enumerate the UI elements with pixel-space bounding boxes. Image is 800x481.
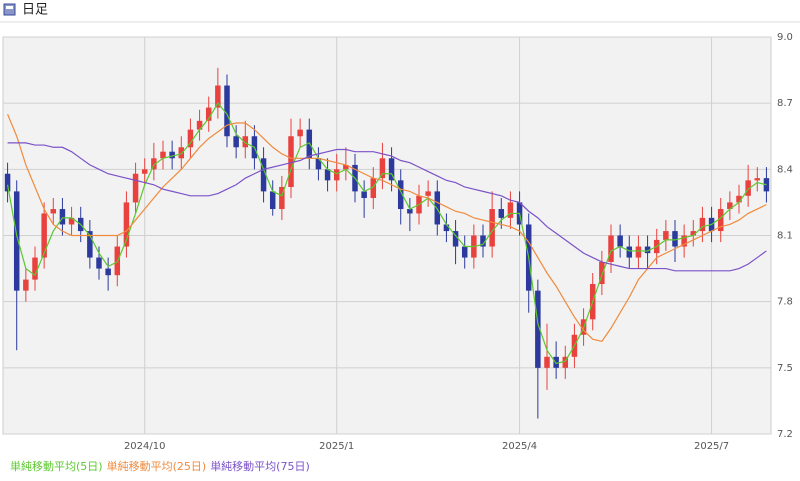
title-icon-detail bbox=[6, 6, 13, 9]
candle-body bbox=[87, 231, 93, 258]
candle-body bbox=[279, 186, 285, 210]
candle-body bbox=[288, 136, 294, 187]
legend-entry: 単純移動平均(75日) bbox=[210, 459, 310, 473]
candle-body bbox=[32, 257, 38, 280]
x-tick-label: 2025/4 bbox=[502, 441, 537, 452]
candle-body bbox=[23, 279, 29, 291]
candle-body bbox=[68, 217, 75, 225]
candle-body bbox=[407, 209, 413, 214]
candle-body bbox=[215, 85, 221, 108]
title-icon bbox=[3, 3, 16, 16]
candle-body bbox=[754, 178, 761, 181]
candle-body bbox=[717, 209, 724, 232]
candle-body bbox=[461, 246, 468, 258]
candle-body bbox=[553, 356, 559, 368]
candle-body bbox=[699, 217, 706, 232]
candle-body bbox=[370, 178, 377, 199]
x-tick-label: 2025/1 bbox=[319, 441, 354, 452]
candle-body bbox=[224, 85, 230, 137]
candle-body bbox=[535, 290, 541, 368]
candle-body bbox=[269, 191, 276, 210]
candle-body bbox=[132, 173, 139, 203]
candle-body bbox=[379, 158, 386, 179]
y-tick-label: 8.4 bbox=[777, 164, 793, 175]
candle-body bbox=[599, 261, 605, 285]
candle-body bbox=[617, 235, 623, 247]
candle-body bbox=[544, 356, 550, 368]
candle-body bbox=[434, 191, 441, 225]
candle-body bbox=[297, 129, 303, 137]
candle-body bbox=[50, 209, 57, 214]
y-tick-label: 7.8 bbox=[777, 297, 793, 308]
candle-body bbox=[498, 209, 505, 218]
ma-line bbox=[7, 113, 767, 343]
candle-body bbox=[443, 224, 450, 232]
candle-body bbox=[233, 136, 239, 148]
candle-body bbox=[169, 151, 175, 159]
ma-line bbox=[7, 142, 767, 272]
chart-title: 日足 bbox=[22, 3, 48, 18]
candle-body bbox=[397, 180, 404, 210]
candle-body bbox=[96, 257, 102, 269]
candle-body bbox=[745, 180, 751, 196]
candle-body bbox=[507, 202, 514, 218]
candle-body bbox=[59, 209, 66, 225]
candle-body bbox=[681, 235, 687, 247]
candle-body bbox=[242, 136, 249, 148]
candle-body bbox=[736, 195, 742, 203]
candle-body bbox=[663, 231, 669, 240]
x-tick-label: 2024/10 bbox=[124, 441, 166, 452]
candle-body bbox=[151, 158, 157, 170]
candle-body bbox=[205, 107, 212, 121]
candle-body bbox=[672, 231, 678, 247]
candle-body bbox=[388, 158, 395, 181]
candle-body bbox=[489, 209, 495, 247]
legend-entry: 単純移動平均(5日) bbox=[10, 459, 103, 473]
candle-body bbox=[123, 202, 130, 247]
marks-layer bbox=[4, 67, 770, 419]
y-tick-label: 7.5 bbox=[777, 363, 793, 374]
candle-body bbox=[333, 169, 340, 181]
candle-body bbox=[178, 147, 185, 159]
legend-entry: 単純移動平均(25日) bbox=[107, 459, 207, 473]
candle-body bbox=[690, 231, 697, 236]
grid-layer bbox=[3, 36, 771, 435]
text-layer: 7.2 7.5 7.8 8.1 8.4 8.7 9.0 2024/10 2025/1 2025/4… bbox=[10, 32, 793, 473]
y-tick-label: 9.0 bbox=[777, 32, 793, 43]
candle-body bbox=[196, 120, 203, 130]
candle-body bbox=[727, 202, 733, 210]
candle-body bbox=[608, 235, 614, 262]
ma-line bbox=[6, 102, 767, 365]
y-tick-label: 8.7 bbox=[777, 98, 793, 109]
candle-body bbox=[644, 246, 651, 254]
candle-body bbox=[187, 129, 194, 148]
candle-body bbox=[562, 356, 569, 368]
candle-body bbox=[343, 164, 349, 170]
y-tick-label: 8.1 bbox=[777, 231, 793, 242]
candle-body bbox=[480, 235, 486, 247]
candle-body bbox=[160, 151, 166, 159]
candle-body bbox=[361, 191, 367, 199]
candle-body bbox=[635, 246, 642, 258]
candle-body bbox=[452, 231, 459, 247]
y-tick-label: 7.2 bbox=[777, 429, 793, 440]
candle-body bbox=[260, 158, 267, 192]
candle-body bbox=[626, 246, 633, 258]
candle-body bbox=[4, 173, 11, 192]
candle-body bbox=[425, 191, 431, 196]
candle-body bbox=[13, 191, 20, 291]
candle-body bbox=[324, 169, 331, 181]
candle-body bbox=[105, 268, 111, 276]
candle-body bbox=[315, 158, 322, 170]
candle-body bbox=[141, 169, 148, 174]
x-tick-label: 2025/7 bbox=[694, 441, 729, 452]
candle-body bbox=[41, 213, 47, 258]
